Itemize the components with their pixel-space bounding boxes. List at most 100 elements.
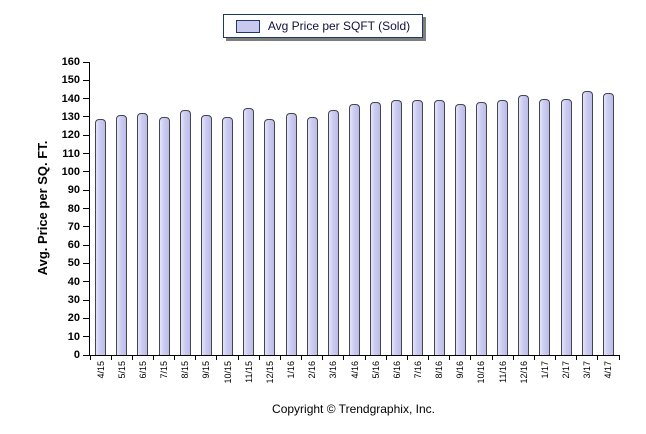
y-axis-tick [83,226,90,228]
x-axis-tick-label: 6/16 [391,361,402,379]
y-axis-tick-label: 80 [67,202,80,215]
bar-7/16 [412,100,424,355]
legend: Avg Price per SQFT (Sold) [0,14,646,38]
bar-8/15 [179,109,191,355]
bar-3/16 [327,109,339,355]
x-axis-tick-label: 11/15 [243,361,254,383]
y-axis-tick-label: 130 [61,110,80,123]
bar-10/16 [475,102,487,355]
x-axis-tick [174,355,176,360]
bar-11/15 [243,107,255,355]
bar-1/17 [539,98,551,355]
x-axis-tick [618,355,620,360]
y-axis-tick-label: 10 [67,330,80,343]
x-axis-tick [533,355,535,360]
y-axis-tick [83,189,90,191]
x-axis-tick-label: 2/16 [307,361,318,379]
x-axis-tick [195,355,197,360]
legend-swatch-icon [235,19,260,33]
x-axis-tick [385,355,387,360]
x-axis-tick-label: 1/17 [539,361,550,379]
x-axis-tick [555,355,557,360]
x-axis-tick-label: 12/15 [264,361,275,384]
y-axis-tick-label: 150 [61,74,80,87]
x-axis-tick [110,355,112,360]
y-axis-tick [83,354,90,356]
y-axis-tick [83,262,90,264]
bar-2/17 [560,98,572,355]
y-axis-tick-label: 70 [67,220,80,233]
bar-11/16 [497,100,509,355]
y-axis-tick-label: 90 [67,184,80,197]
x-axis-tick [258,355,260,360]
bar-3/17 [581,91,593,355]
x-axis-tick-label: 7/16 [412,361,423,379]
x-axis-tick-label: 3/16 [328,361,339,379]
y-axis-tick [83,61,90,63]
x-axis-tick-label: 11/16 [497,361,508,383]
bar-9/15 [200,115,212,355]
x-axis-tick [343,355,345,360]
y-axis-tick-label: 60 [67,239,80,252]
y-axis-tick-label: 140 [61,92,80,105]
plot-area: 0 10 20 30 40 50 60 70 80 90 100 110 120 130 140 150 160… [62,56,620,384]
y-axis-tick [83,79,90,81]
x-axis-tick [597,355,599,360]
y-axis-tick [83,153,90,155]
bar-4/17 [602,93,614,355]
x-axis-tick [364,355,366,360]
y-axis-tick [83,281,90,283]
bar-9/16 [454,104,466,355]
x-axis-tick-label: 1/16 [286,361,297,379]
y-axis-tick [83,299,90,301]
x-axis-tick-label: 10/15 [222,361,233,384]
x-axis-tick-label: 4/17 [603,361,614,379]
y-axis-tick [83,171,90,173]
bar-5/15 [116,115,128,355]
y-axis-tick-label: 160 [61,56,80,68]
y-axis-tick-label: 40 [67,275,80,288]
y-axis-tick [83,116,90,118]
x-axis-tick-label: 8/16 [434,361,445,379]
bar-2/16 [306,116,318,355]
x-axis-tick [449,355,451,360]
x-axis-tick [89,355,91,360]
x-axis-tick [470,355,472,360]
y-axis-tick [83,98,90,100]
x-axis-tick-label: 5/15 [116,361,127,379]
x-axis-tick [237,355,239,360]
x-axis-tick [406,355,408,360]
x-axis-tick-label: 9/16 [455,361,466,379]
bar-4/16 [349,104,360,355]
bar-4/15 [95,118,107,355]
legend-box: Avg Price per SQFT (Sold) [222,14,424,38]
x-axis-tick-label: 2/17 [561,361,572,379]
x-axis-tick [131,355,133,360]
x-axis-tick [279,355,281,360]
y-axis-tick [83,336,90,338]
bar-8/16 [433,100,445,355]
x-axis-tick [301,355,303,360]
bar-1/16 [285,113,297,355]
x-axis-tick-label: 4/15 [95,361,106,379]
y-axis-tick [83,317,90,319]
x-axis-tick [491,355,493,360]
x-axis-tick-label: 6/15 [137,361,148,379]
copyright-text: Copyright © Trendgraphix, Inc. [272,402,435,416]
y-axis-tick-label: 0 [73,349,80,361]
bar-6/16 [391,100,403,355]
x-axis-tick [576,355,578,360]
y-axis-tick-label: 110 [62,147,80,160]
x-axis-tick [216,355,218,360]
x-axis-tick [428,355,430,360]
x-axis-tick [322,355,324,360]
legend-label: Avg Price per SQFT (Sold) [267,19,411,33]
x-axis-tick-label: 10/16 [476,361,487,384]
bar-7/15 [158,116,170,355]
y-axis-tick [83,244,90,246]
y-axis-tick-label: 20 [67,312,80,325]
y-axis-tick-label: 100 [61,165,80,178]
y-axis-tick [83,134,90,136]
bar-12/15 [264,118,276,355]
